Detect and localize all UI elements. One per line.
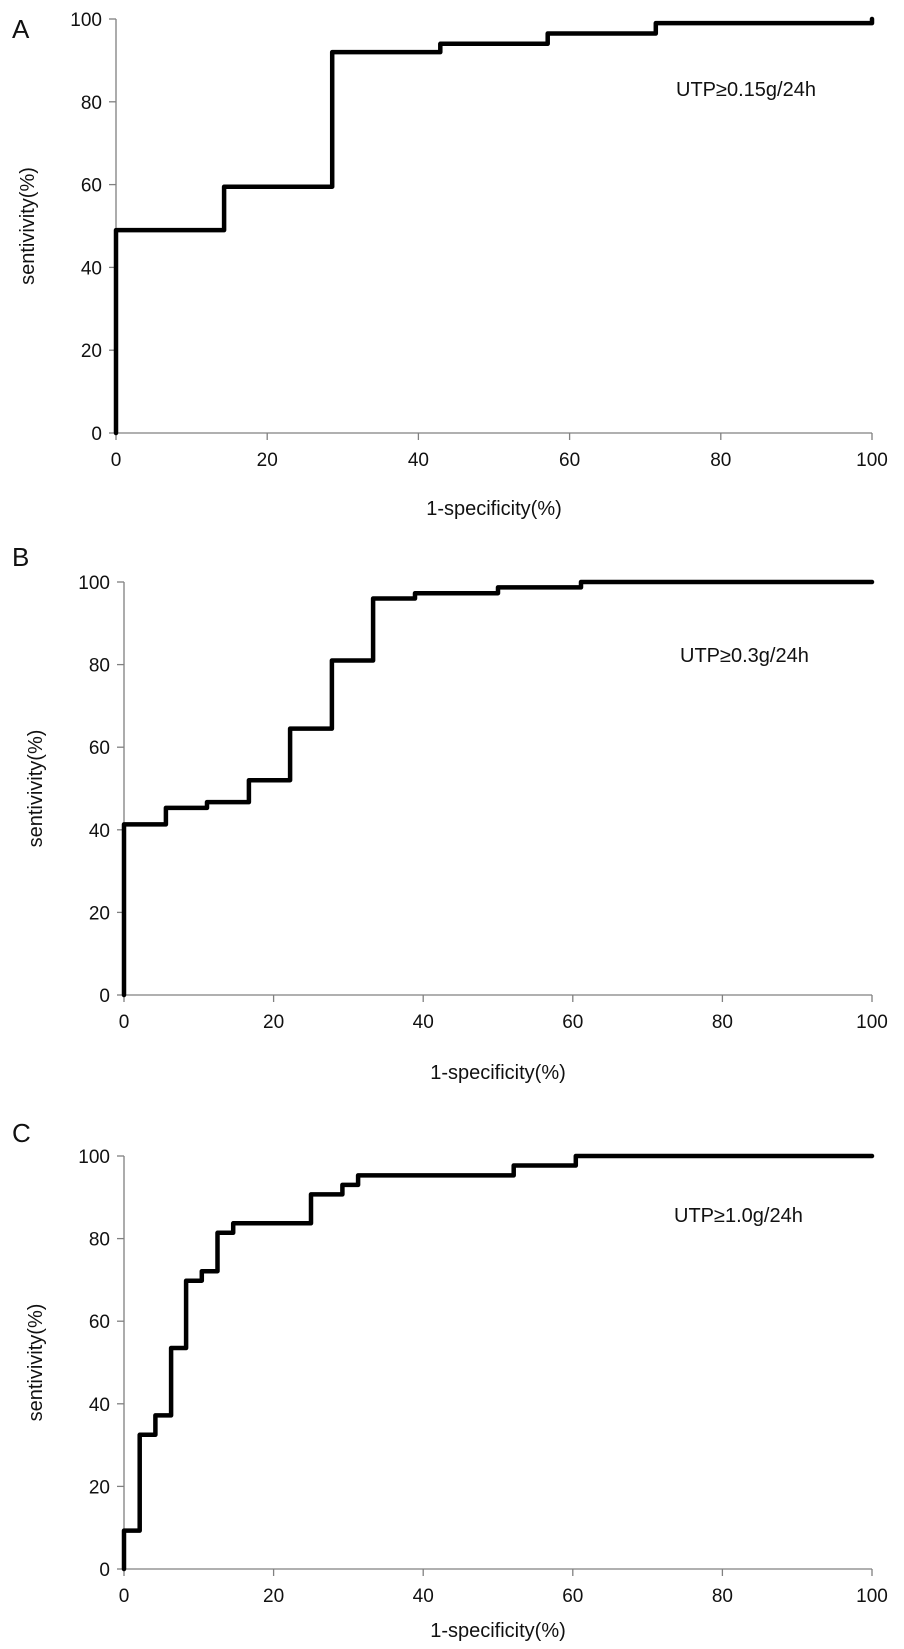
- y-tick-label: 40: [81, 258, 102, 279]
- y-tick-label: 80: [89, 1230, 110, 1251]
- x-tick-label: 80: [712, 1012, 733, 1033]
- y-axis-title: sentivivity(%): [25, 1304, 47, 1422]
- threshold-annotation: UTP≥0.15g/24h: [676, 79, 816, 101]
- y-axis-title: sentivivity(%): [25, 730, 47, 848]
- y-tick-label: 80: [81, 93, 102, 114]
- roc-curve-series: [121, 1153, 875, 1572]
- y-tick-label: 60: [81, 176, 102, 197]
- y-axis-title: sentivivity(%): [17, 167, 39, 285]
- x-axis-title: 1-specificity(%): [430, 1062, 566, 1084]
- roc-panel-c: C 0 20 40 60 80 100 0 20 40 60 80 100 1-specificity(%…: [12, 1118, 888, 1642]
- x-axis-title: 1-specificity(%): [426, 498, 562, 520]
- y-tick-label: 40: [89, 1395, 110, 1416]
- y-tick-label: 100: [78, 573, 110, 594]
- x-tick-label: 80: [710, 450, 731, 471]
- y-tick-label: 20: [89, 1477, 110, 1498]
- x-tick-label: 80: [712, 1586, 733, 1607]
- roc-panel-a: A 0 20 40 60 80 100 0 20 40 60 80 100 1-specificity(%…: [12, 10, 888, 520]
- x-tick-label: 20: [263, 1586, 284, 1607]
- roc-panel-b: B 0 20 40 60 80 100 0 20 40 60 80 100 1-specificity(%…: [12, 542, 888, 1084]
- y-tick-label: 0: [99, 1560, 110, 1581]
- y-tick-label: 0: [99, 986, 110, 1007]
- y-tick-label: 20: [81, 341, 102, 362]
- threshold-annotation: UTP≥1.0g/24h: [674, 1205, 803, 1227]
- x-tick-label: 100: [856, 1012, 888, 1033]
- y-tick-label: 60: [89, 738, 110, 759]
- y-tick-label: 80: [89, 656, 110, 677]
- y-tick-label: 0: [91, 424, 102, 445]
- threshold-annotation: UTP≥0.3g/24h: [680, 645, 809, 667]
- x-tick-label: 100: [856, 450, 888, 471]
- x-tick-label: 0: [119, 1012, 130, 1033]
- x-tick-label: 60: [559, 450, 580, 471]
- x-tick-label: 60: [562, 1012, 583, 1033]
- x-axis-title: 1-specificity(%): [430, 1620, 566, 1642]
- panel-letter: B: [12, 542, 29, 572]
- x-tick-label: 40: [413, 1012, 434, 1033]
- y-tick-label: 100: [70, 10, 102, 31]
- y-tick-label: 20: [89, 903, 110, 924]
- x-tick-label: 0: [111, 450, 122, 471]
- x-tick-label: 20: [263, 1012, 284, 1033]
- panel-letter: A: [12, 14, 30, 44]
- y-tick-label: 100: [78, 1147, 110, 1168]
- x-tick-label: 40: [413, 1586, 434, 1607]
- panel-letter: C: [12, 1118, 31, 1148]
- x-tick-label: 0: [119, 1586, 130, 1607]
- roc-curve-series: [121, 579, 875, 998]
- roc-curve-series: [113, 16, 875, 436]
- x-tick-label: 20: [257, 450, 278, 471]
- y-tick-label: 40: [89, 821, 110, 842]
- x-tick-label: 60: [562, 1586, 583, 1607]
- x-tick-label: 100: [856, 1586, 888, 1607]
- x-tick-label: 40: [408, 450, 429, 471]
- y-tick-label: 60: [89, 1312, 110, 1333]
